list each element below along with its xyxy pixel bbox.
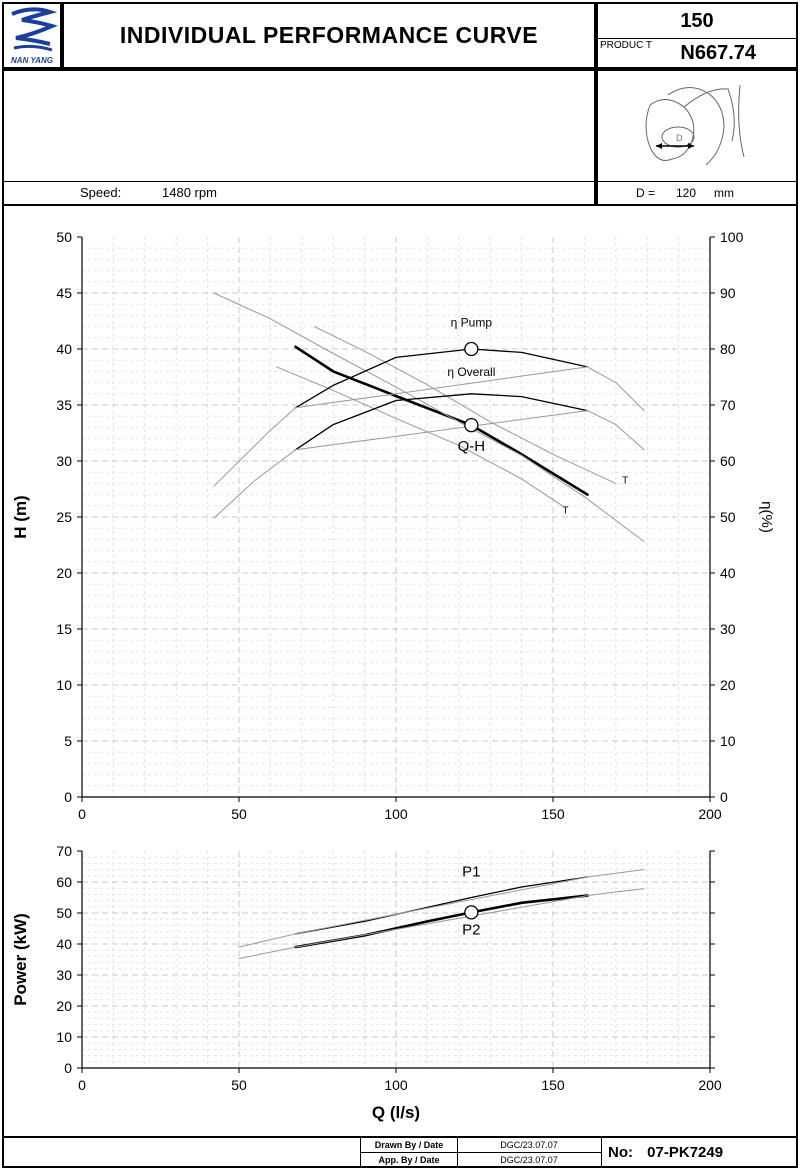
drawn-row: Drawn By / Date DGC/23.07.07 [361, 1138, 601, 1153]
annotation-label: T [622, 475, 628, 486]
diameter-row: D = 120 mm [598, 181, 796, 204]
annotation-label: Q-H [458, 438, 486, 455]
y-tick-label: 50 [56, 229, 72, 245]
y2-tick-label: 0 [720, 789, 728, 805]
y-tick-label: 60 [56, 874, 72, 890]
duty-point-marker [464, 905, 479, 920]
model-box: 150 PRODUC T N667.74 [596, 2, 798, 69]
y2-tick-label: 100 [720, 229, 744, 245]
series--pump [294, 348, 589, 409]
y-tick-label: 5 [64, 733, 72, 749]
x-tick-label: 100 [384, 806, 408, 822]
description-box: Speed: 1480 rpm [2, 69, 596, 206]
y-tick-label: 40 [56, 936, 72, 952]
approved-value: DGC/23.07.07 [500, 1155, 558, 1165]
series-trend-3 [238, 888, 645, 960]
series-trend-5 [213, 366, 645, 487]
drawn-value: DGC/23.07.07 [500, 1140, 558, 1150]
document-number: No: 07-PK7249 [608, 1138, 723, 1166]
x-tick-label: 50 [231, 806, 247, 822]
product-value: N667.74 [680, 42, 756, 64]
y-tick-label: 45 [56, 285, 72, 301]
speed-value: 1480 rpm [162, 185, 217, 200]
y2-axis-label: η(%) [758, 501, 775, 533]
x-tick-label: 200 [698, 806, 722, 822]
pump-size: 150 [598, 4, 796, 39]
page-title: INDIVIDUAL PERFORMANCE CURVE [62, 2, 596, 69]
x-tick-label: 0 [78, 1077, 86, 1093]
duty-point-marker [464, 341, 479, 357]
speed-label: Speed: [80, 185, 122, 200]
x-tick-label: 150 [541, 1077, 565, 1093]
logo-icon: NAN YANG [11, 7, 58, 65]
y2-tick-label: 80 [720, 341, 736, 357]
y2-tick-label: 50 [720, 509, 736, 525]
logo-text: NAN YANG [11, 56, 53, 65]
y-tick-label: 10 [56, 677, 72, 693]
x-tick-label: 150 [541, 806, 565, 822]
signature-table: Drawn By / Date DGC/23.07.07 App. By / D… [360, 1138, 602, 1167]
annotation-label: T [562, 506, 568, 517]
y2-tick-label: 20 [720, 677, 736, 693]
x-axis-label: Q (l/s) [372, 1103, 420, 1122]
series-trend-1 [238, 869, 645, 948]
y-tick-label: 15 [56, 621, 72, 637]
chart-area: 0 50 100 150 200 0 5 10 15 20 25 30 35 40 45 50 0 10 20 30 4… [2, 206, 798, 1138]
y-tick-label: 0 [64, 789, 72, 805]
y-tick-label: 30 [56, 967, 72, 983]
series-trend-1 [213, 292, 645, 543]
drawn-label: Drawn By / Date [361, 1138, 458, 1152]
y-tick-label: 50 [56, 905, 72, 921]
diameter-value: 120 [676, 186, 697, 200]
y-tick-label: 35 [56, 397, 72, 413]
footer: Drawn By / Date DGC/23.07.07 App. By / D… [2, 1136, 798, 1168]
y-axis-label: H (m) [11, 495, 30, 538]
series-p1 [294, 876, 589, 935]
annotation-label: η Overall [447, 365, 495, 379]
approved-label: App. By / Date [361, 1153, 458, 1167]
y2-tick-label: 60 [720, 453, 736, 469]
speed-row: Speed: 1480 rpm [4, 181, 594, 204]
impeller-diameter-mark: D [676, 133, 683, 143]
y-tick-label: 25 [56, 509, 72, 525]
y2-tick-label: 10 [720, 733, 736, 749]
performance-chart: 0 50 100 150 2000510152025303540455001020304… [11, 229, 775, 1122]
y-tick-label: 20 [56, 998, 72, 1014]
x-tick-label: 200 [698, 1077, 722, 1093]
y-tick-label: 70 [56, 843, 72, 859]
series-trend-7 [213, 410, 645, 519]
approved-row: App. By / Date DGC/23.07.07 [361, 1153, 601, 1167]
annotation-label: η Pump [451, 316, 493, 330]
impeller-drawing-icon: D [645, 84, 745, 166]
y2-tick-label: 30 [720, 621, 736, 637]
duty-point-marker [464, 418, 479, 433]
y2-tick-label: 90 [720, 285, 736, 301]
x-tick-label: 100 [384, 1077, 408, 1093]
x-tick-label: 50 [231, 1077, 247, 1093]
diameter-label: D = [636, 186, 656, 200]
y-tick-label: 20 [56, 565, 72, 581]
y2-tick-label: 40 [720, 565, 736, 581]
y-tick-label: 10 [56, 1029, 72, 1045]
no-label: No: [608, 1144, 633, 1161]
y-axis-label: Power (kW) [11, 913, 30, 1006]
series-trend-2 [313, 326, 617, 484]
y2-tick-label: 70 [720, 397, 736, 413]
y-tick-label: 40 [56, 341, 72, 357]
y-tick-label: 30 [56, 453, 72, 469]
product-label: PRODUC T [600, 40, 653, 51]
annotation-label: P1 [462, 863, 480, 880]
x-tick-label: 0 [78, 806, 86, 822]
series--overall [294, 393, 589, 451]
company-logo: NAN YANG [2, 2, 62, 69]
y-tick-label: 0 [64, 1060, 72, 1076]
series-trend-3 [276, 366, 563, 507]
no-value: 07-PK7249 [647, 1144, 724, 1161]
series-q-h [294, 345, 589, 496]
annotation-label: P2 [462, 922, 480, 939]
impeller-box: D D = 120 mm [596, 69, 798, 206]
diameter-unit: mm [714, 186, 734, 200]
